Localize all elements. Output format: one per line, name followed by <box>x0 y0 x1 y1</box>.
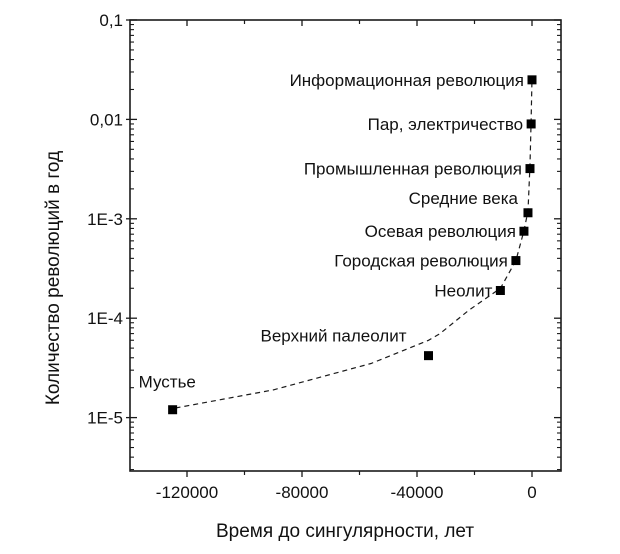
y-tick-label: 0,01 <box>90 110 123 129</box>
plot-frame <box>129 19 562 472</box>
plot-border <box>129 19 562 472</box>
x-axis-title: Время до сингулярности, лет <box>216 521 474 542</box>
data-point: Городская революция <box>334 252 521 271</box>
point-label: Промышленная революция <box>304 160 522 179</box>
y-axis-title: Количество революций в год <box>43 151 64 405</box>
point-label: Осевая революция <box>365 222 516 241</box>
y-tick-label: 1E-5 <box>87 409 123 428</box>
data-points: Мустье Верхний палеолит Неолит Городская ре… <box>139 71 537 415</box>
data-point: Информационная революция <box>290 71 537 90</box>
square-marker-icon <box>526 119 536 129</box>
data-point: Мустье <box>139 373 196 415</box>
x-tick-label: -80000 <box>276 483 329 502</box>
square-marker-icon <box>511 256 521 266</box>
square-marker-icon <box>527 75 537 85</box>
point-label: Верхний палеолит <box>261 327 407 346</box>
square-marker-icon <box>495 285 505 295</box>
x-tick-label: -40000 <box>391 483 444 502</box>
square-marker-icon <box>523 208 533 218</box>
data-point: Верхний палеолит <box>261 327 433 361</box>
point-label: Информационная революция <box>290 71 524 90</box>
point-label: Городская революция <box>334 252 508 271</box>
x-tick-label: -120000 <box>156 483 218 502</box>
point-label: Неолит <box>434 281 492 300</box>
y-tick-label: 0,1 <box>99 11 123 30</box>
square-marker-icon <box>519 226 529 236</box>
point-label: Пар, электричество <box>368 115 524 134</box>
y-axis-ticks: 0,1 0,01 1E-3 1E-4 1E-5 <box>87 11 561 471</box>
point-label: Мустье <box>139 373 196 392</box>
data-point: Промышленная революция <box>304 160 535 179</box>
data-point: Неолит <box>434 281 505 300</box>
data-point: Осевая революция <box>365 222 529 241</box>
square-marker-icon <box>168 405 178 415</box>
square-marker-icon <box>424 351 433 361</box>
data-point: Средние века <box>409 189 533 218</box>
x-axis-ticks: -120000 -80000 -40000 0 <box>156 20 537 502</box>
point-label: Средние века <box>409 189 519 208</box>
square-marker-icon <box>525 164 535 174</box>
data-point: Пар, электричество <box>368 115 536 134</box>
y-tick-label: 1E-4 <box>87 309 123 328</box>
x-tick-label: 0 <box>527 483 536 502</box>
y-tick-label: 1E-3 <box>87 210 123 229</box>
